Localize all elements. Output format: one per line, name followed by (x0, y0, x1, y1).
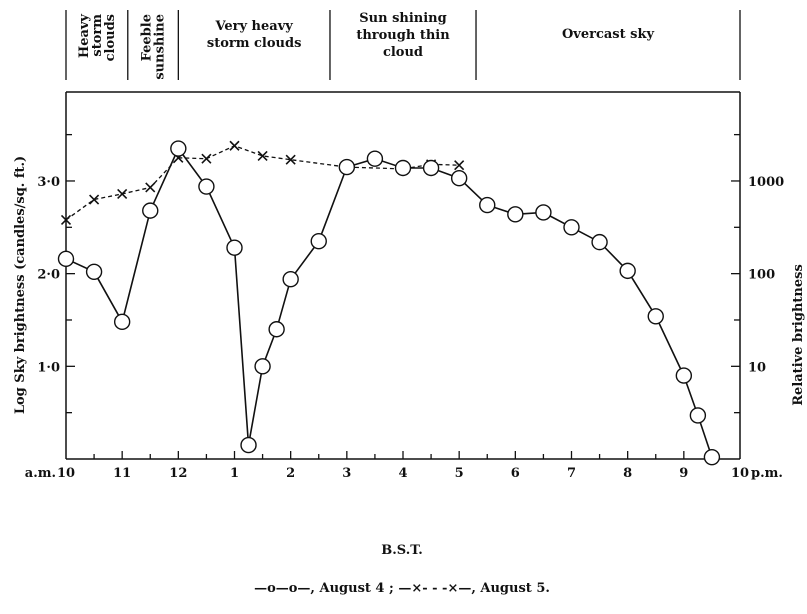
data-point-circle (57, 250, 75, 268)
y-tick-label: 3·0 (37, 175, 60, 190)
data-point-circle (591, 233, 608, 251)
data-point-cross (117, 188, 128, 200)
x-tick-label: 7 (567, 466, 576, 481)
data-point-circle (240, 436, 257, 454)
data-point-circle (85, 263, 103, 280)
data-point-cross (229, 140, 240, 151)
cross-stroke (229, 140, 240, 151)
x-axis-title: B.S.T. (381, 543, 423, 558)
data-point-circle (142, 202, 159, 219)
band-label: storm clouds (207, 36, 302, 51)
cross-stroke (117, 188, 128, 200)
y-tick-label: 2·0 (37, 268, 60, 283)
data-point-circle (563, 219, 580, 236)
data-point-circle (479, 196, 496, 214)
x-tick-label: 11 (113, 466, 131, 481)
x-tick-label: 4 (398, 466, 407, 481)
data-point-cross (285, 154, 296, 165)
y-tick-label: 1·0 (37, 360, 60, 375)
data-point-circle (366, 150, 384, 167)
y2-axis-title: Relative brightness (791, 264, 806, 406)
data-point-cross (454, 160, 465, 171)
cross-stroke (454, 160, 465, 171)
x-axis: 10a.m. 11 12 1 2 3 4 5 6 7 8 9 10 p.m. (25, 451, 783, 481)
band-label: through thin (356, 28, 450, 43)
x-tick-label: 10 (57, 466, 75, 481)
x-tick-label: 6 (511, 466, 520, 481)
x-tick-label: 9 (679, 466, 688, 481)
series-line-august-4 (65, 146, 713, 458)
x-tick-label: 10 (731, 466, 749, 481)
x-tick-label: 3 (342, 466, 351, 481)
data-point-circle (282, 271, 299, 288)
y2-axis: 10 100 1000 (731, 133, 784, 414)
x-tick-suffix: p.m. (751, 466, 783, 481)
data-point-circle (535, 204, 552, 221)
band-label: sunshine (153, 14, 168, 80)
plot-frame (65, 91, 741, 460)
y2-tick-label: 100 (748, 268, 775, 283)
data-point-cross (145, 182, 156, 193)
cross-stroke (60, 214, 72, 225)
cross-stroke (89, 194, 100, 205)
x-tick-label: 5 (455, 466, 464, 481)
data-point-circle (675, 367, 693, 384)
data-point-circle (310, 233, 327, 250)
data-point-cross (257, 150, 268, 162)
data-point-circle (422, 159, 440, 177)
x-tick-label: 8 (623, 466, 632, 481)
data-point-circle (647, 308, 664, 325)
band-label: Feeble (140, 14, 155, 61)
data-point-circle (689, 407, 707, 424)
data-point-cross (89, 194, 100, 205)
data-point-circle (226, 239, 243, 256)
cross-stroke (285, 154, 296, 165)
data-point-circle (254, 358, 271, 375)
x-tick-label: 1 (230, 466, 239, 481)
y-axis: 1·0 2·0 3·0 (37, 133, 75, 414)
cross-stroke (201, 153, 212, 164)
x-tick-prefix: a.m. (25, 466, 56, 481)
data-point-circle (394, 159, 412, 177)
band-label: Heavy (77, 14, 92, 59)
plot-series (57, 140, 721, 466)
band-label: Sun shining (359, 11, 446, 26)
data-point-circle (198, 178, 215, 195)
data-point-circle (268, 321, 285, 338)
x-tick-label: 12 (169, 466, 187, 481)
data-point-circle (507, 206, 524, 223)
band-label: cloud (383, 45, 423, 60)
band-label: storm (90, 14, 105, 57)
band-label: Overcast sky (562, 27, 655, 42)
data-point-circle (450, 169, 468, 187)
data-point-circle (170, 140, 187, 157)
data-point-circle (703, 448, 721, 466)
data-point-cross (201, 153, 212, 164)
data-point-circle (113, 313, 131, 331)
y-axis-title: Log Sky brightness (candles/sq. ft.) (13, 156, 28, 414)
band-label: clouds (103, 14, 118, 61)
y2-tick-label: 10 (748, 360, 766, 375)
y2-tick-label: 1000 (748, 175, 784, 190)
x-tick-label: 2 (286, 466, 295, 481)
cross-stroke (145, 182, 156, 193)
data-point-cross (60, 214, 72, 225)
cross-stroke (257, 150, 268, 162)
legend: —o—o—, August 4 ; —×- - -×—, August 5. (254, 581, 550, 596)
data-point-circle (338, 158, 356, 176)
band-label: Very heavy (214, 19, 293, 34)
data-point-circle (619, 262, 636, 280)
